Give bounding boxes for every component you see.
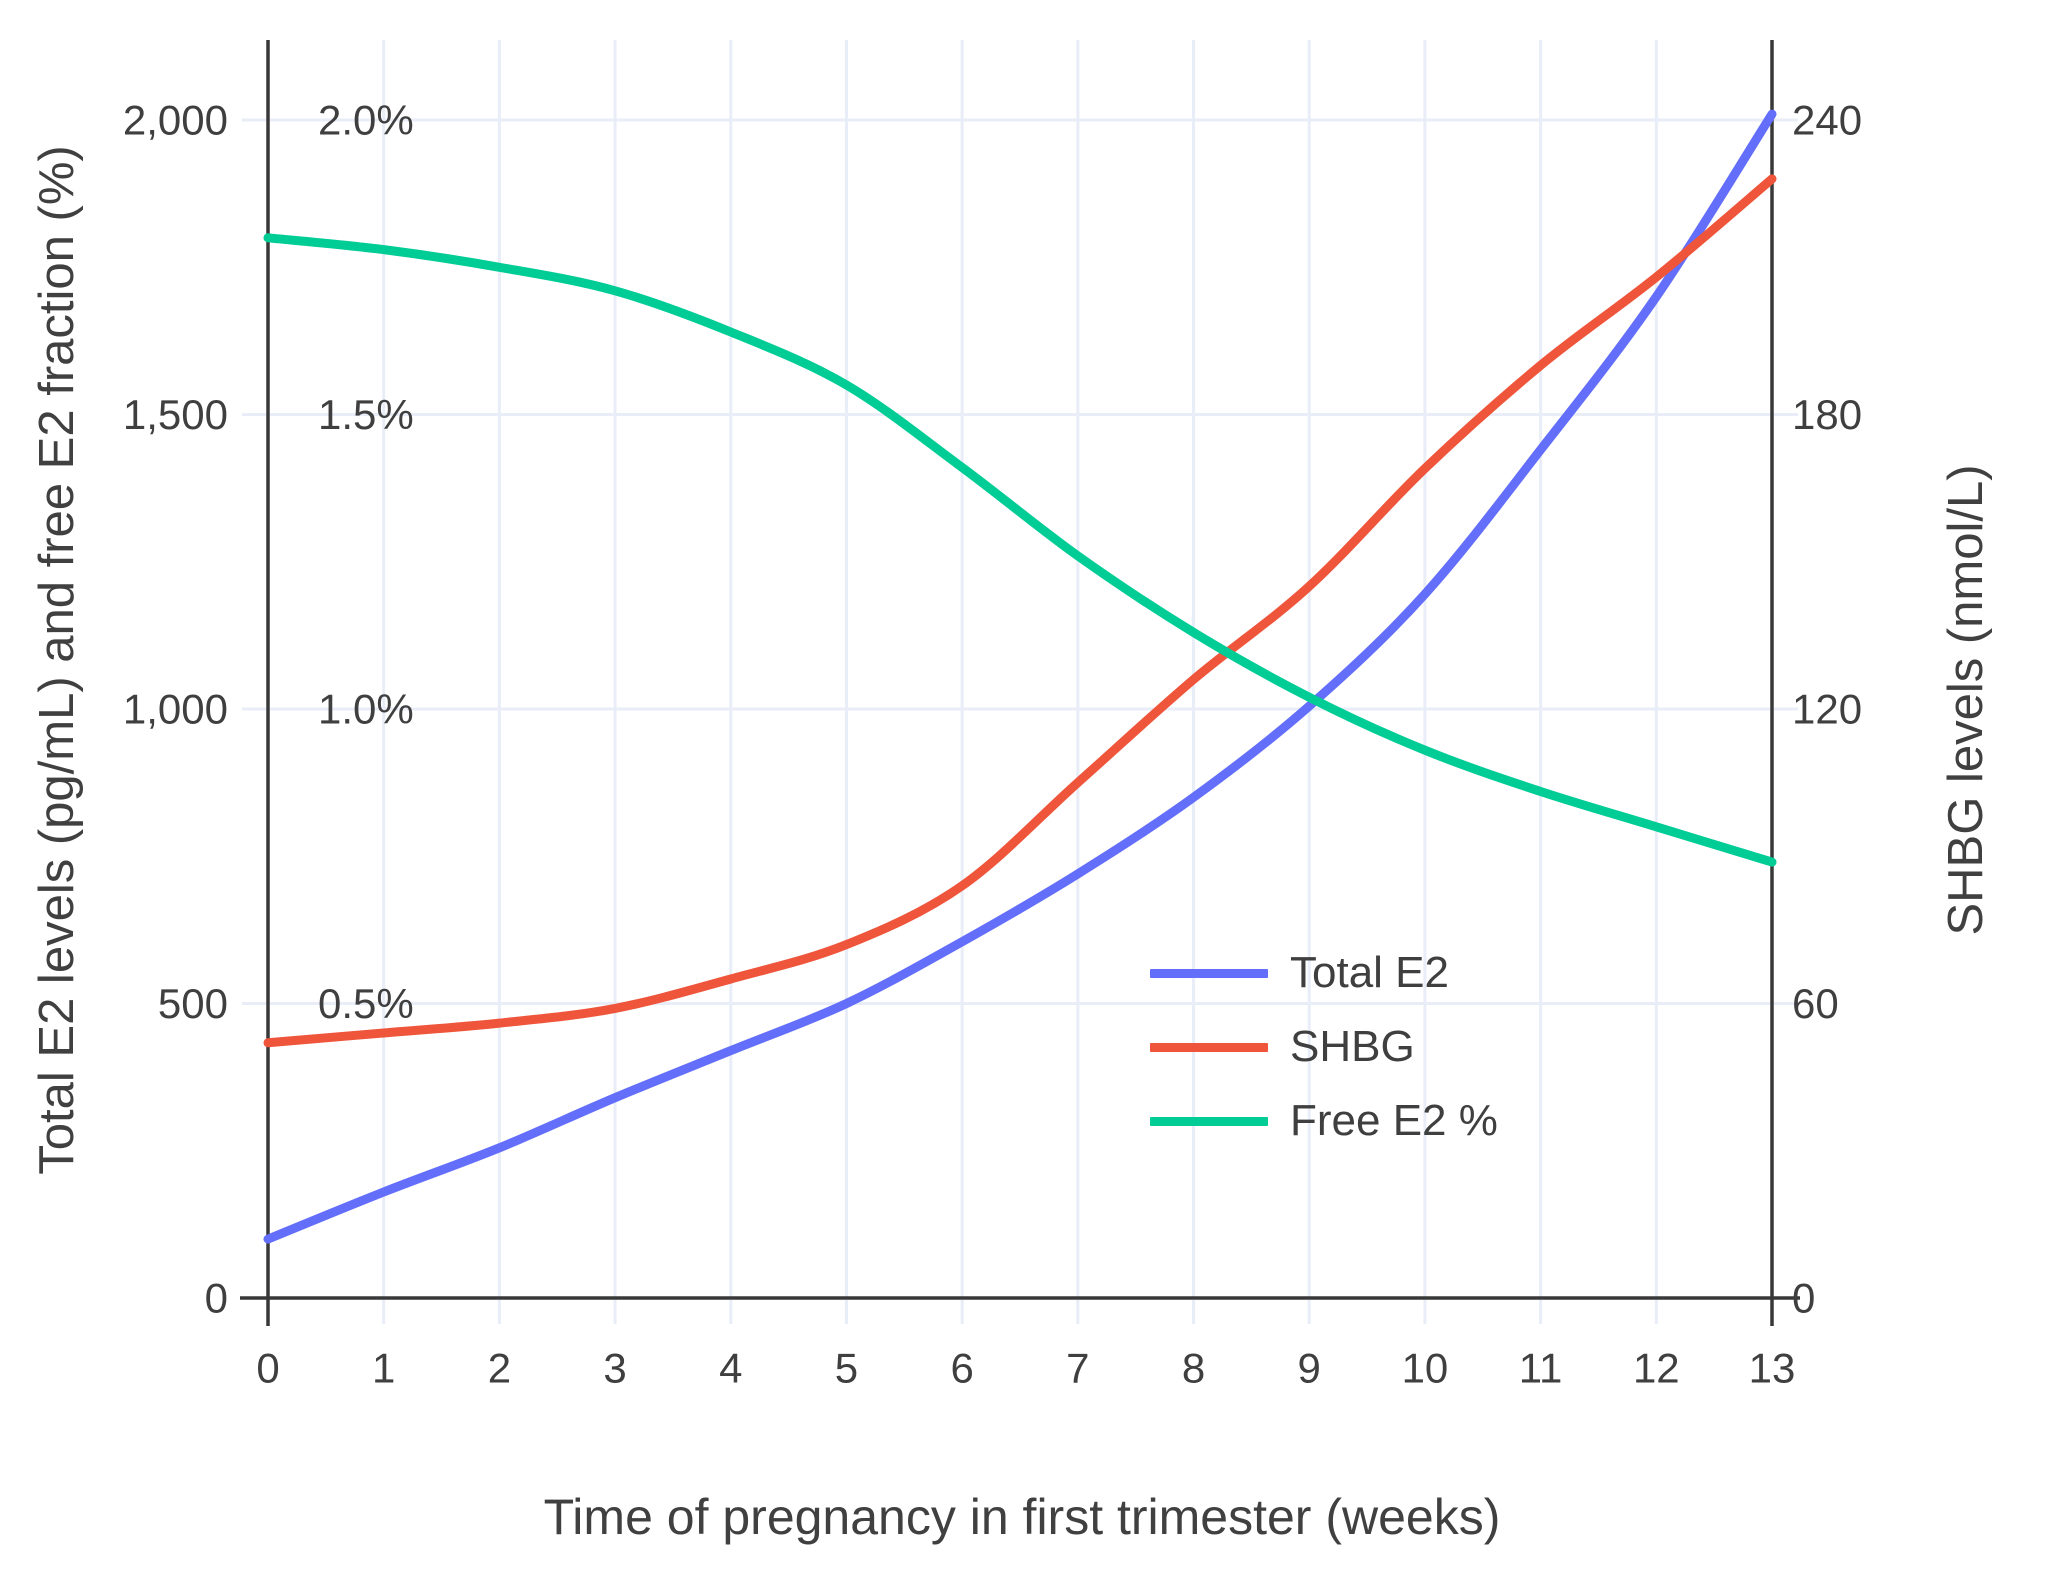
x-axis-tick-label: 10 (1402, 1345, 1449, 1392)
x-axis-tick-label: 9 (1298, 1345, 1321, 1392)
total-e2-line-swatch (1150, 968, 1268, 978)
legend-label: Free E2 % (1290, 1096, 1498, 1145)
x-axis-tick-label: 1 (372, 1345, 395, 1392)
x-axis-title: Time of pregnancy in first trimester (we… (543, 1489, 1501, 1545)
left-axis-tick-label: 0 (205, 1275, 228, 1322)
right-axis-tick-label: 0 (1792, 1275, 1815, 1322)
series-line-shbg[interactable] (263, 174, 1777, 1048)
x-axis-tick-label: 6 (950, 1345, 973, 1392)
x-axis-tick-label: 12 (1633, 1345, 1680, 1392)
left-axis-tick-label: 1,000 (123, 686, 228, 733)
right-axis-title: SHBG levels (nmol/L) (1939, 464, 1993, 936)
legend-item-shbg[interactable]: SHBG (1150, 1010, 1498, 1084)
right-axis-tick-label: 120 (1792, 686, 1862, 733)
right-axis-tick-label: 60 (1792, 980, 1839, 1027)
legend-label: SHBG (1290, 1022, 1415, 1071)
legend-item-free-e2-pct[interactable]: Free E2 % (1150, 1084, 1498, 1158)
series-line-total-e2[interactable] (263, 109, 1777, 1244)
left-axis-tick-label: 1,500 (123, 391, 228, 438)
left-axis-tick-label: 500 (158, 980, 228, 1027)
left-axis-title: Total E2 levels (pg/mL) and free E2 frac… (30, 145, 84, 1175)
legend: Total E2 SHBG Free E2 % (1150, 936, 1498, 1158)
legend-item-total-e2[interactable]: Total E2 (1150, 936, 1498, 1010)
left-axis-tick-label: 2,000 (123, 97, 228, 144)
series-line-free-e2[interactable] (263, 233, 1777, 867)
percent-annotation: 2.0% (318, 97, 414, 144)
right-axis-tick-label: 180 (1792, 391, 1862, 438)
percent-annotation: 0.5% (318, 980, 414, 1027)
x-axis-tick-label: 8 (1182, 1345, 1205, 1392)
x-axis-tick-label: 0 (256, 1345, 279, 1392)
x-axis-tick-label: 3 (603, 1345, 626, 1392)
legend-label: Total E2 (1290, 948, 1449, 997)
x-axis-tick-label: 13 (1749, 1345, 1796, 1392)
x-axis-tick-label: 2 (488, 1345, 511, 1392)
x-axis-tick-label: 7 (1066, 1345, 1089, 1392)
free-e2-pct-line-swatch (1150, 1116, 1268, 1126)
x-axis-tick-label: 11 (1519, 1345, 1563, 1392)
x-axis-tick-label: 4 (719, 1345, 742, 1392)
shbg-line-swatch (1150, 1042, 1268, 1052)
percent-annotation: 1.5% (318, 391, 414, 438)
right-axis-tick-label: 240 (1792, 97, 1862, 144)
percent-annotation: 1.0% (318, 686, 414, 733)
x-axis-tick-label: 5 (835, 1345, 858, 1392)
